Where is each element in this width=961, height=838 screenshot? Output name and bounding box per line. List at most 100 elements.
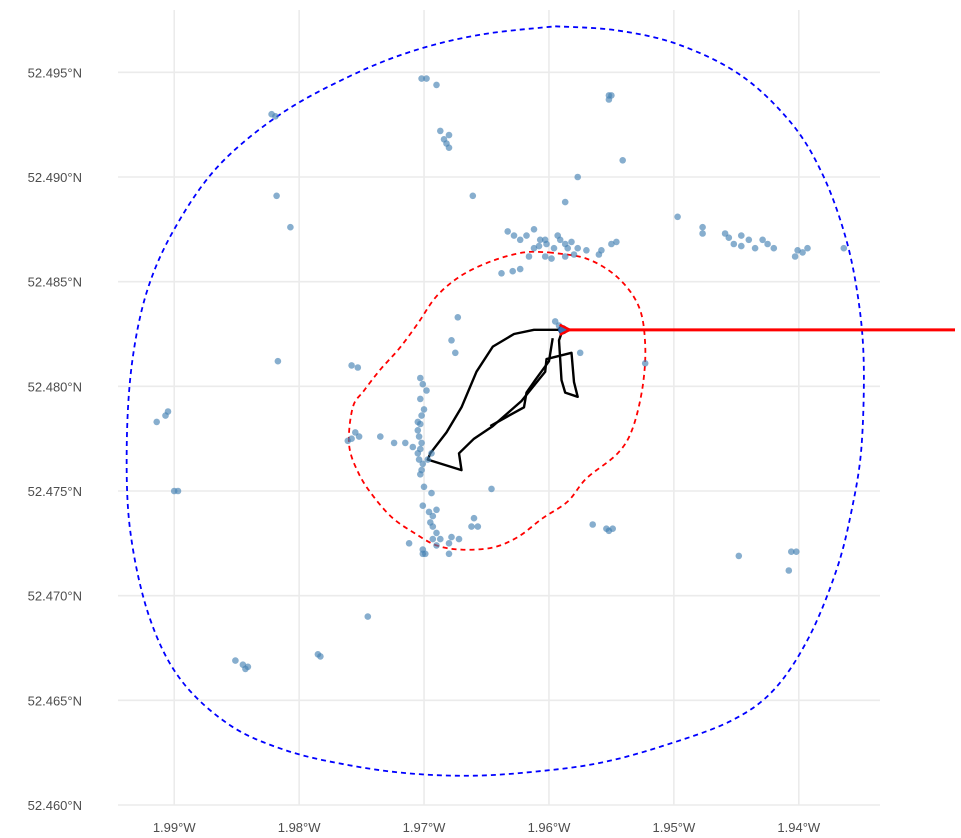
x-tick-label: 1.97°W [403,820,447,835]
data-point [287,223,294,231]
y-tick-label: 52.470°N [28,589,82,604]
data-point [574,244,581,252]
data-point [418,75,425,82]
data-point [419,502,427,510]
data-point [437,127,444,135]
gridlines [118,10,880,806]
data-point [429,523,437,530]
data-point [244,663,252,671]
data-point [799,249,806,256]
data-point [770,244,778,252]
data-point [598,247,605,254]
data-point [364,613,372,620]
data-point [574,173,581,181]
data-point [730,240,738,248]
data-point [419,460,427,468]
data-point [405,540,413,547]
y-tick-label: 52.475°N [28,484,82,499]
data-point [352,429,359,436]
y-tick-label: 52.460°N [28,798,82,813]
data-point [699,223,706,231]
data-point [417,374,424,382]
data-point [153,418,160,426]
data-point [504,228,512,235]
data-point [425,508,433,516]
highlight-point [558,325,568,335]
data-point [428,450,435,457]
data-point [551,318,559,325]
data-point [804,244,811,252]
y-tick-label: 52.465°N [28,693,82,708]
data-point [454,314,462,321]
data-point [498,270,505,277]
site-outline-layer [426,328,579,472]
data-point [608,240,615,248]
data-point [170,487,178,495]
data-point [699,230,706,237]
data-point [433,542,440,549]
data-point [445,144,453,151]
data-point [570,251,578,258]
data-point [417,420,424,428]
data-point [423,75,430,82]
data-point [468,523,475,530]
data-point [840,244,848,252]
data-point [417,471,424,478]
data-point [516,265,524,273]
data-point [354,364,362,371]
data-point [445,131,453,139]
data-point [474,523,482,530]
data-point [561,198,569,206]
data-point [536,236,544,244]
data-point [437,535,444,543]
data-point [561,253,569,260]
data-point [415,433,423,440]
data-point [583,247,590,254]
data-point [469,192,477,200]
data-point [609,525,616,532]
data-point [548,255,555,262]
data-point [455,535,463,543]
data-point [568,238,575,246]
data-point [274,357,282,365]
data-point [605,96,613,103]
x-tick-label: 1.95°W [652,820,696,835]
data-point [530,244,538,252]
y-tick-label: 52.490°N [28,170,82,185]
data-point [445,540,453,547]
axis-tick-labels: 1.99°W 1.98°W 1.97°W 1.96°W 1.95°W 1.94°W 52.4… [28,65,821,835]
data-point [420,483,428,491]
data-point [535,242,543,250]
data-point [445,550,453,558]
data-point [273,192,280,200]
data-point [409,443,417,451]
x-tick-label: 1.99°W [153,820,197,835]
data-point [422,550,429,558]
data-point [725,234,733,241]
data-point [751,244,759,252]
site-outline-notch [489,338,554,428]
data-point [788,548,795,555]
y-tick-label: 52.495°N [28,65,82,80]
data-point [488,485,495,493]
data-point [429,535,437,543]
data-point [794,247,801,254]
data-point [735,552,743,560]
data-point [738,232,745,239]
data-point [402,439,409,447]
data-point [448,337,455,344]
data-point [470,514,478,522]
data-point [613,238,620,246]
data-point [448,533,455,541]
data-point [423,387,430,394]
data-point [232,657,239,664]
data-point [420,406,428,413]
data-point [390,439,398,447]
data-point [738,242,745,250]
data-point [433,506,440,514]
x-tick-label: 1.96°W [528,820,572,835]
data-point [525,253,533,260]
inner-boundary-layer [347,250,647,551]
data-point [509,267,516,275]
